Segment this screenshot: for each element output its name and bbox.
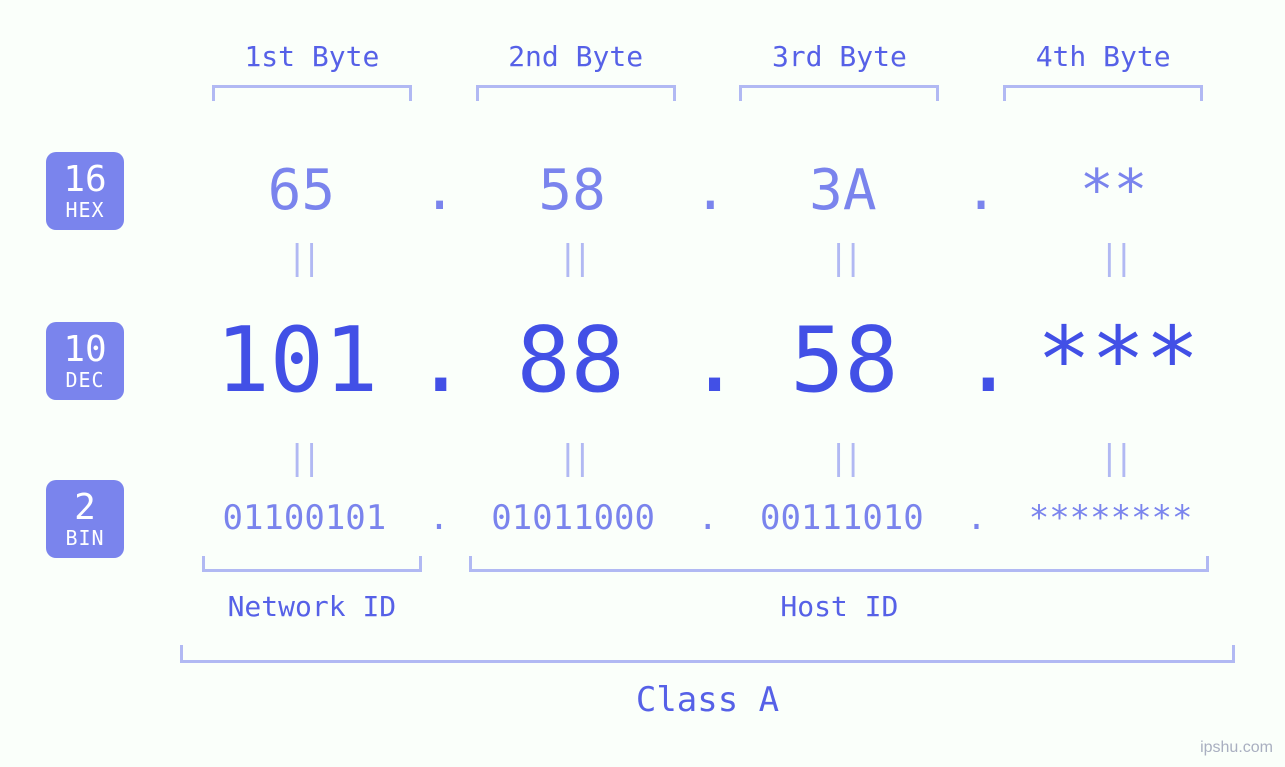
hex-badge: 16 HEX xyxy=(46,152,124,230)
equals-glyph: || xyxy=(451,238,694,278)
equals-glyph: || xyxy=(992,238,1235,278)
byte-header-3: 3rd Byte xyxy=(708,40,972,73)
separator-dot: . xyxy=(429,498,449,538)
byte-bracket-row xyxy=(180,85,1235,101)
separator-dot: . xyxy=(964,158,992,223)
dec-badge: 10 DEC xyxy=(46,322,124,400)
bin-byte-2: 01011000 xyxy=(449,498,698,538)
hex-byte-1: 65 xyxy=(180,158,423,223)
hex-badge-txt: HEX xyxy=(65,200,104,220)
separator-dot: . xyxy=(694,158,722,223)
bin-badge-num: 2 xyxy=(74,490,96,526)
byte-bracket-2 xyxy=(476,85,676,101)
hex-badge-num: 16 xyxy=(63,162,106,198)
network-id-label: Network ID xyxy=(180,590,444,623)
dec-byte-3: 58 xyxy=(728,308,962,413)
hex-byte-4: ** xyxy=(992,158,1235,223)
host-id-bracket xyxy=(469,556,1209,572)
bin-byte-4: ******** xyxy=(986,498,1235,538)
separator-dot: . xyxy=(423,158,451,223)
equals-glyph: || xyxy=(992,438,1235,478)
byte-bracket-3 xyxy=(739,85,939,101)
dec-row: 101 . 88 . 58 . *** xyxy=(180,300,1235,420)
separator-dot: . xyxy=(966,498,986,538)
separator-dot: . xyxy=(961,308,1001,413)
dec-badge-txt: DEC xyxy=(65,370,104,390)
class-bracket xyxy=(180,645,1235,663)
id-label-row: Network ID Host ID xyxy=(180,590,1235,623)
byte-header-2: 2nd Byte xyxy=(444,40,708,73)
hex-byte-2: 58 xyxy=(451,158,694,223)
equals-row-2: || || || || xyxy=(180,438,1235,478)
equals-glyph: || xyxy=(180,438,423,478)
byte-header-4: 4th Byte xyxy=(971,40,1235,73)
byte-header-1: 1st Byte xyxy=(180,40,444,73)
equals-glyph: || xyxy=(722,438,965,478)
dec-badge-num: 10 xyxy=(63,332,106,368)
dec-byte-2: 88 xyxy=(454,308,688,413)
bin-row: 01100101 . 01011000 . 00111010 . *******… xyxy=(180,488,1235,548)
hex-row: 65 . 58 . 3A . ** xyxy=(180,150,1235,230)
bin-badge: 2 BIN xyxy=(46,480,124,558)
equals-glyph: || xyxy=(180,238,423,278)
dec-byte-1: 101 xyxy=(180,308,414,413)
separator-dot: . xyxy=(414,308,454,413)
equals-glyph: || xyxy=(722,238,965,278)
network-id-bracket xyxy=(202,556,422,572)
byte-bracket-4 xyxy=(1003,85,1203,101)
hex-byte-3: 3A xyxy=(722,158,965,223)
class-label: Class A xyxy=(180,680,1235,720)
bin-byte-3: 00111010 xyxy=(718,498,967,538)
bin-byte-1: 01100101 xyxy=(180,498,429,538)
separator-dot: . xyxy=(688,308,728,413)
separator-dot: . xyxy=(698,498,718,538)
byte-bracket-1 xyxy=(212,85,412,101)
bin-badge-txt: BIN xyxy=(65,528,104,548)
equals-row-1: || || || || xyxy=(180,238,1235,278)
byte-header-row: 1st Byte 2nd Byte 3rd Byte 4th Byte xyxy=(180,40,1235,73)
watermark: ipshu.com xyxy=(1200,739,1273,757)
equals-glyph: || xyxy=(451,438,694,478)
id-bracket-row xyxy=(180,556,1235,572)
dec-byte-4: *** xyxy=(1001,308,1235,413)
host-id-label: Host ID xyxy=(444,590,1235,623)
